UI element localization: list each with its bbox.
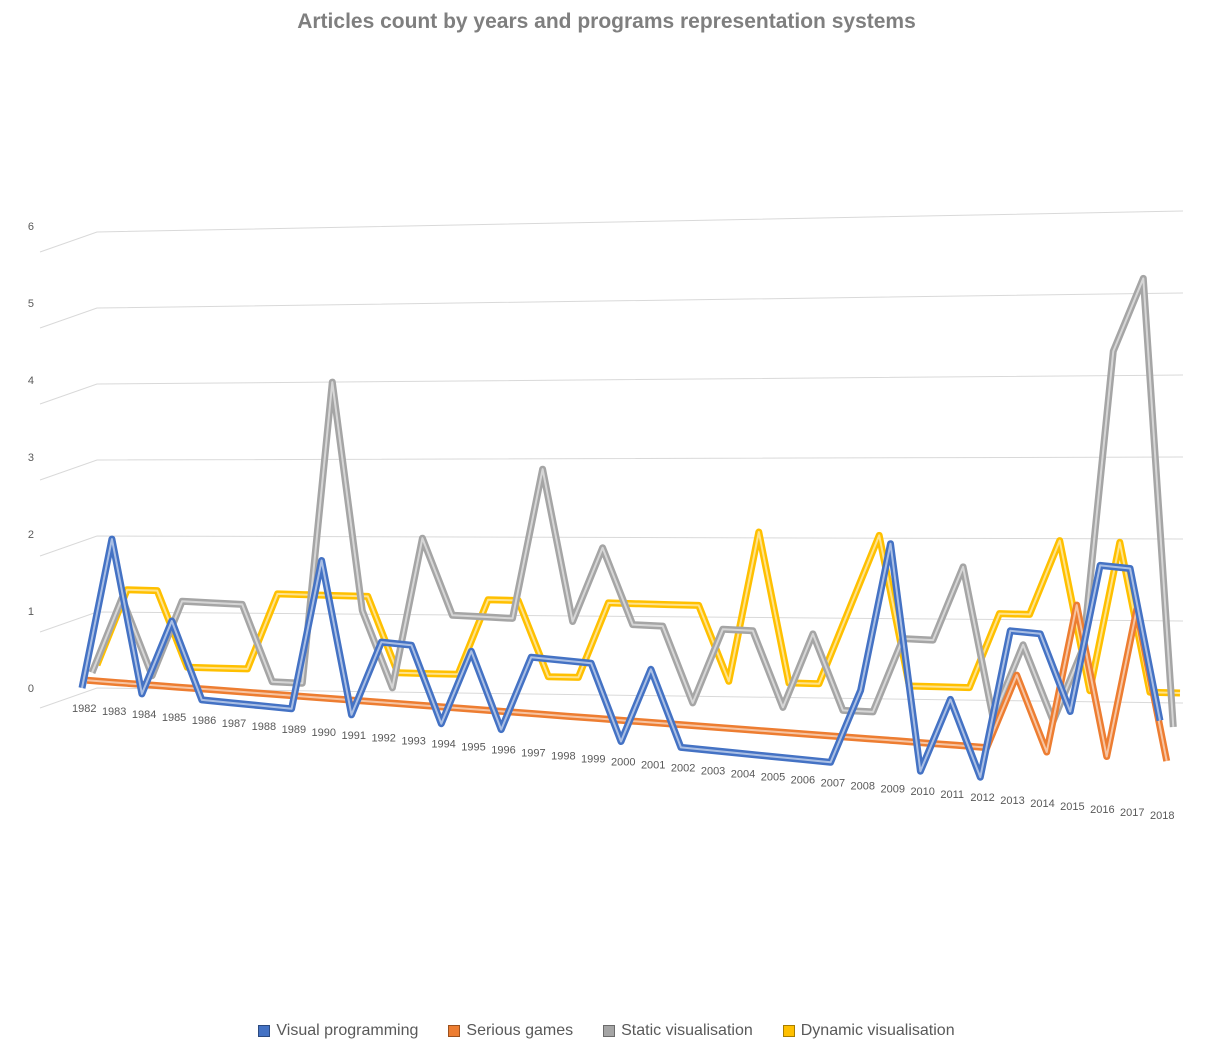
series-line bbox=[93, 528, 1181, 697]
legend: Visual programming Serious games Static vi… bbox=[0, 1022, 1213, 1040]
legend-swatch bbox=[258, 1025, 271, 1037]
gridline bbox=[39, 374, 1184, 405]
x-tick-label: 2001 bbox=[641, 759, 665, 771]
gridline bbox=[39, 535, 1184, 557]
x-tick-label: 2000 bbox=[611, 757, 635, 769]
legend-entry: Serious games bbox=[448, 1022, 573, 1040]
legend-label: Dynamic visualisation bbox=[800, 1022, 955, 1039]
gridline bbox=[39, 456, 1184, 481]
x-tick-label: 2008 bbox=[851, 780, 875, 792]
x-tick-label: 1998 bbox=[551, 751, 575, 763]
y-tick-label: 1 bbox=[28, 606, 34, 618]
x-tick-label: 2017 bbox=[1120, 807, 1144, 819]
legend-swatch bbox=[782, 1025, 795, 1037]
x-tick-label: 1996 bbox=[491, 745, 515, 757]
x-tick-label: 1987 bbox=[222, 718, 246, 730]
x-tick-label: 2002 bbox=[671, 762, 695, 774]
legend-entry: Visual programming bbox=[258, 1022, 418, 1040]
x-tick-label: 2011 bbox=[940, 789, 964, 801]
x-tick-label: 1985 bbox=[162, 712, 186, 724]
y-tick-label: 2 bbox=[28, 529, 34, 541]
x-tick-label: 2015 bbox=[1060, 801, 1084, 813]
x-axis-ticks: 1982 1983 1984 1985 1986 1987 1988 1989 1990 1991… bbox=[72, 703, 1174, 822]
series-dynamic-visualisation bbox=[93, 528, 1181, 697]
y-axis-ticks: 0 1 2 3 4 5 6 bbox=[28, 221, 34, 695]
y-tick-label: 6 bbox=[28, 221, 34, 233]
chart-title: Articles count by years and programs rep… bbox=[297, 10, 916, 33]
gridline bbox=[39, 292, 1184, 329]
x-tick-label: 1993 bbox=[401, 736, 425, 748]
x-tick-label: 2003 bbox=[701, 765, 725, 777]
y-tick-label: 0 bbox=[28, 683, 34, 695]
x-tick-label: 2016 bbox=[1090, 804, 1114, 816]
series-visual-programming bbox=[78, 535, 1164, 781]
x-tick-label: 1995 bbox=[461, 742, 485, 754]
gridline bbox=[39, 687, 1184, 709]
x-tick-label: 2018 bbox=[1150, 810, 1174, 822]
legend-label: Static visualisation bbox=[621, 1022, 753, 1039]
y-tick-label: 4 bbox=[28, 375, 34, 387]
x-tick-label: 1982 bbox=[72, 703, 96, 715]
legend-swatch bbox=[603, 1025, 616, 1037]
x-tick-label: 2013 bbox=[1000, 795, 1024, 807]
x-tick-label: 1992 bbox=[371, 733, 395, 745]
x-tick-label: 2005 bbox=[761, 771, 785, 783]
x-tick-label: 1989 bbox=[282, 724, 306, 736]
x-tick-label: 2009 bbox=[881, 783, 905, 795]
series-line-highlight bbox=[96, 531, 1181, 694]
x-tick-label: 1999 bbox=[581, 754, 605, 766]
x-tick-label: 2007 bbox=[821, 777, 845, 789]
legend-entry: Dynamic visualisation bbox=[782, 1022, 955, 1040]
x-tick-label: 2012 bbox=[970, 792, 994, 804]
x-tick-label: 2004 bbox=[731, 768, 755, 780]
x-tick-label: 1988 bbox=[252, 721, 276, 733]
x-tick-label: 1991 bbox=[342, 730, 366, 742]
y-tick-label: 3 bbox=[28, 452, 34, 464]
series-lines bbox=[78, 274, 1181, 781]
legend-label: Visual programming bbox=[276, 1022, 419, 1039]
legend-label: Serious games bbox=[466, 1022, 574, 1039]
x-tick-label: 2010 bbox=[910, 786, 934, 798]
gridline bbox=[39, 210, 1184, 253]
x-tick-label: 2014 bbox=[1030, 798, 1054, 810]
x-tick-label: 1994 bbox=[431, 739, 455, 751]
y-tick-label: 5 bbox=[28, 298, 34, 310]
x-tick-label: 1986 bbox=[192, 715, 216, 727]
chart-plot-area: 0 1 2 3 4 5 6 1982 1983 1984 1985 1986 1987 1988 1989… bbox=[28, 210, 1184, 822]
x-tick-label: 1984 bbox=[132, 709, 156, 721]
x-tick-label: 1997 bbox=[521, 748, 545, 760]
legend-entry: Static visualisation bbox=[603, 1022, 753, 1040]
series-line-highlight bbox=[81, 538, 1161, 779]
x-tick-label: 1990 bbox=[312, 727, 336, 739]
x-tick-label: 1983 bbox=[102, 706, 126, 718]
legend-swatch bbox=[448, 1025, 461, 1037]
x-tick-label: 2006 bbox=[791, 774, 815, 786]
